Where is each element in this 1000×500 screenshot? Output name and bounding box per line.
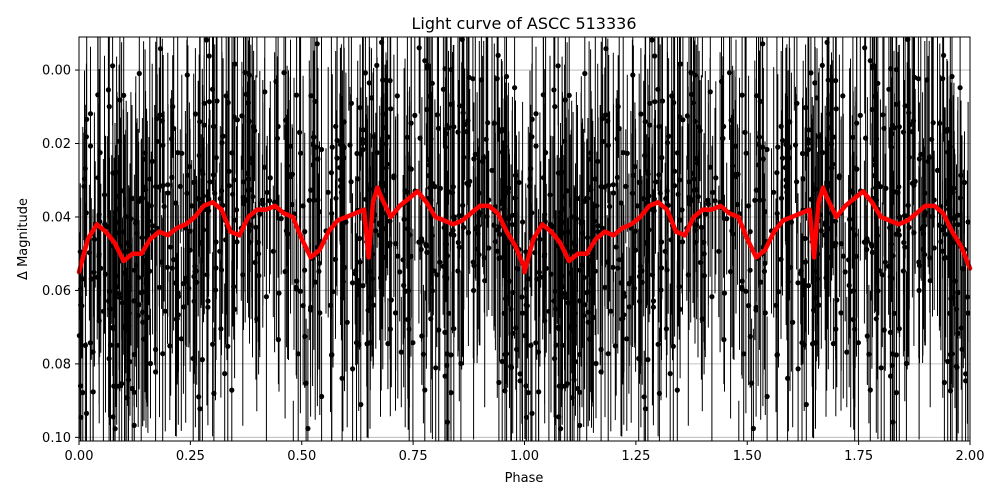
x-tick-label: 0.75 xyxy=(399,449,428,464)
binned-mean-curve xyxy=(76,185,973,275)
y-tick-label: 0.10 xyxy=(42,431,71,446)
y-tick-label: 0.00 xyxy=(42,64,71,79)
x-tick-label: 2.00 xyxy=(956,449,985,464)
y-axis-label: Δ Magnitude xyxy=(16,198,31,280)
x-tick-label: 1.50 xyxy=(733,449,762,464)
y-axis-ticks: 0.00 0.02 0.04 0.06 0.08 0.10 xyxy=(42,64,79,446)
plot-area xyxy=(76,36,973,442)
x-axis-ticks: 0.00 0.25 0.50 0.75 1.00 1.25 1.50 1.75 2.00 xyxy=(65,441,985,464)
x-tick-label: 0.50 xyxy=(287,449,316,464)
chart-title: Light curve of ASCC 513336 xyxy=(411,14,636,33)
y-tick-label: 0.08 xyxy=(42,357,71,372)
x-tick-label: 0.00 xyxy=(65,449,94,464)
y-tick-label: 0.02 xyxy=(42,137,71,152)
x-tick-label: 1.25 xyxy=(621,449,650,464)
x-tick-label: 1.75 xyxy=(844,449,873,464)
x-axis-label: Phase xyxy=(505,471,544,486)
y-tick-label: 0.04 xyxy=(42,210,71,225)
y-tick-label: 0.06 xyxy=(42,284,71,299)
observation-points xyxy=(76,36,971,441)
x-tick-label: 0.25 xyxy=(176,449,205,464)
x-tick-label: 1.00 xyxy=(510,449,539,464)
